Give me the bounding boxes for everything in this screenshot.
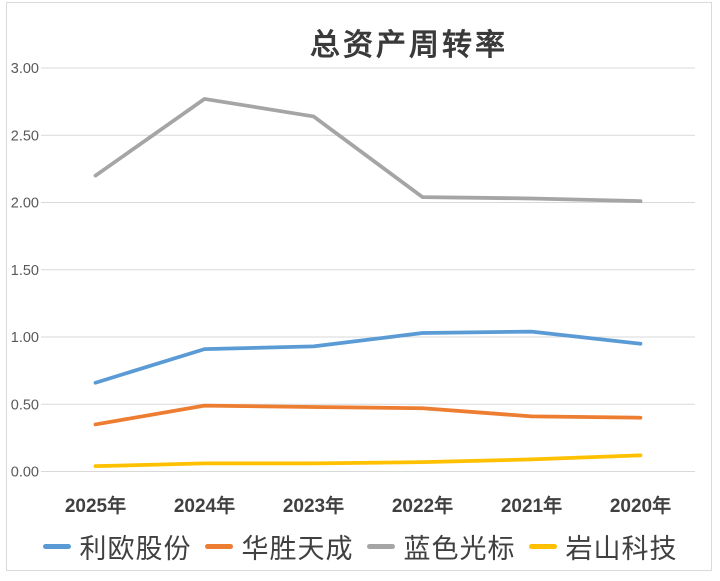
y-axis-tick-label: 2.00	[11, 196, 39, 212]
legend-dash-icon	[366, 544, 395, 549]
series-line-岩山科技	[93, 453, 643, 468]
legend-label: 蓝色光标	[403, 534, 516, 564]
series-line-利欧股份	[93, 329, 643, 385]
y-axis-tick-label: 1.00	[11, 330, 39, 346]
series-line-蓝色光标	[93, 97, 643, 204]
y-axis-tick-label: 0.00	[11, 465, 39, 481]
legend-item-蓝色光标: 蓝色光标	[366, 527, 516, 566]
y-axis-tick-label: 3.00	[11, 61, 39, 77]
series-line-华胜天成	[93, 403, 643, 427]
y-axis-tick-label: 2.50	[11, 128, 39, 144]
legend-dash-icon	[204, 544, 233, 549]
legend-dash-icon	[528, 544, 557, 549]
chart-legend: 利欧股份 华胜天成 蓝色光标 岩山科技	[0, 527, 720, 566]
legend-dash-icon	[42, 544, 71, 549]
legend-item-利欧股份: 利欧股份	[42, 527, 192, 566]
y-axis-tick-label: 1.50	[11, 263, 39, 279]
legend-label: 岩山科技	[565, 534, 678, 564]
legend-label: 利欧股份	[79, 534, 192, 564]
legend-item-华胜天成: 华胜天成	[204, 527, 354, 566]
chart-title: 总资产周转率	[310, 29, 508, 62]
legend-item-岩山科技: 岩山科技	[528, 527, 678, 566]
y-axis-tick-label: 0.50	[11, 397, 39, 413]
legend-label: 华胜天成	[241, 534, 354, 564]
